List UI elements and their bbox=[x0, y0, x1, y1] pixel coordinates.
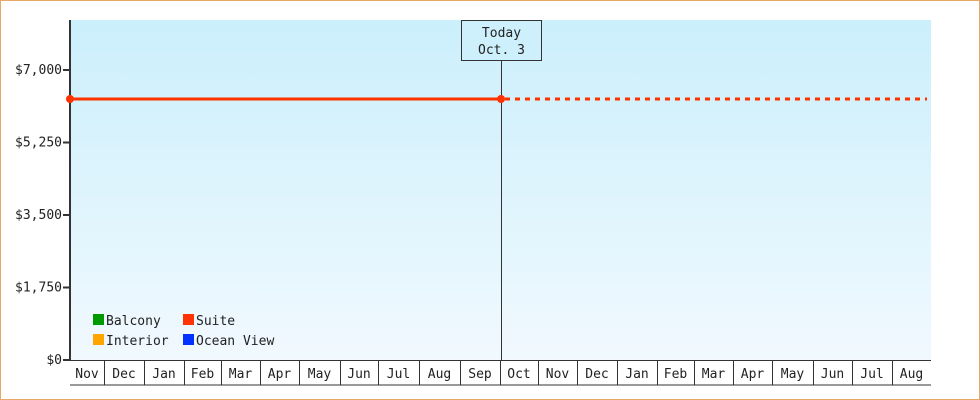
x-tick-label: Jan bbox=[625, 367, 648, 382]
today-date: Oct. 3 bbox=[478, 43, 525, 58]
x-tick-label: Mar bbox=[702, 367, 726, 382]
suite-point bbox=[66, 95, 74, 103]
y-tick-label: $7,000 bbox=[15, 63, 62, 78]
x-tick-label: Aug bbox=[428, 367, 451, 382]
x-tick-label: Jun bbox=[821, 367, 844, 382]
legend-swatch bbox=[183, 314, 194, 325]
y-tick-label: $5,250 bbox=[15, 136, 62, 151]
x-tick-label: Jul bbox=[860, 367, 883, 382]
legend-label: Ocean View bbox=[196, 334, 274, 349]
x-tick-label: Feb bbox=[664, 367, 688, 382]
x-tick-label: Sep bbox=[468, 367, 492, 382]
legend-label: Interior bbox=[106, 334, 169, 349]
x-tick-label: Jan bbox=[152, 367, 175, 382]
x-tick-label: Jul bbox=[387, 367, 410, 382]
legend-swatch bbox=[93, 314, 104, 325]
x-tick-label: Aug bbox=[900, 367, 923, 382]
x-tick-label: Apr bbox=[268, 367, 292, 382]
today-box bbox=[461, 20, 542, 61]
x-tick-label: Dec bbox=[112, 367, 135, 382]
x-tick-label: Nov bbox=[546, 367, 570, 382]
suite-point bbox=[497, 95, 505, 103]
x-tick-label: Dec bbox=[585, 367, 608, 382]
x-tick-label: May bbox=[308, 367, 332, 382]
x-tick-label: Apr bbox=[741, 367, 765, 382]
legend-label: Balcony bbox=[106, 314, 161, 329]
today-label: Today bbox=[482, 26, 521, 41]
x-tick-label: Jun bbox=[347, 367, 370, 382]
x-tick-label: Oct bbox=[507, 367, 530, 382]
y-tick-label: $1,750 bbox=[15, 281, 62, 296]
x-tick-label: Mar bbox=[229, 367, 253, 382]
legend-swatch bbox=[183, 334, 194, 345]
y-tick-label: $3,500 bbox=[15, 208, 62, 223]
plot-area bbox=[70, 20, 931, 360]
y-tick-label: $0 bbox=[46, 353, 62, 368]
x-tick-label: Feb bbox=[191, 367, 215, 382]
x-tick-label: May bbox=[781, 367, 805, 382]
legend-swatch bbox=[93, 334, 104, 345]
legend-label: Suite bbox=[196, 314, 235, 329]
x-tick-label: Nov bbox=[75, 367, 99, 382]
